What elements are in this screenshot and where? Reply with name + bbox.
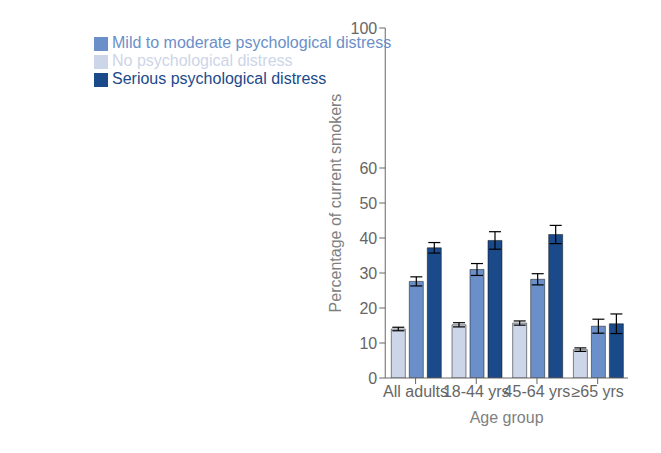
svg-text:0: 0: [368, 370, 377, 387]
svg-text:Percentage of current smokers: Percentage of current smokers: [327, 94, 344, 313]
svg-text:60: 60: [359, 160, 377, 177]
svg-text:40: 40: [359, 230, 377, 247]
html-text:No psychological distress: No psychological distress: [112, 52, 293, 69]
svg-text:50: 50: [359, 195, 377, 212]
html-text:Serious psychological distress: Serious psychological distress: [112, 70, 327, 87]
svg-text:100: 100: [351, 20, 378, 37]
svg-text:18-44 yrs: 18-44 yrs: [443, 383, 510, 400]
svg-text:10: 10: [359, 335, 377, 352]
svg-text:All adults: All adults: [383, 383, 448, 400]
svg-text:≥65 yrs: ≥65 yrs: [571, 383, 623, 400]
svg-text:30: 30: [359, 265, 377, 282]
svg-text:Age group: Age group: [470, 409, 544, 426]
svg-text:20: 20: [359, 300, 377, 317]
svg-text:45-64 yrs: 45-64 yrs: [504, 383, 571, 400]
html-text:Mild to moderate psychological: Mild to moderate psychological distress: [112, 34, 392, 51]
